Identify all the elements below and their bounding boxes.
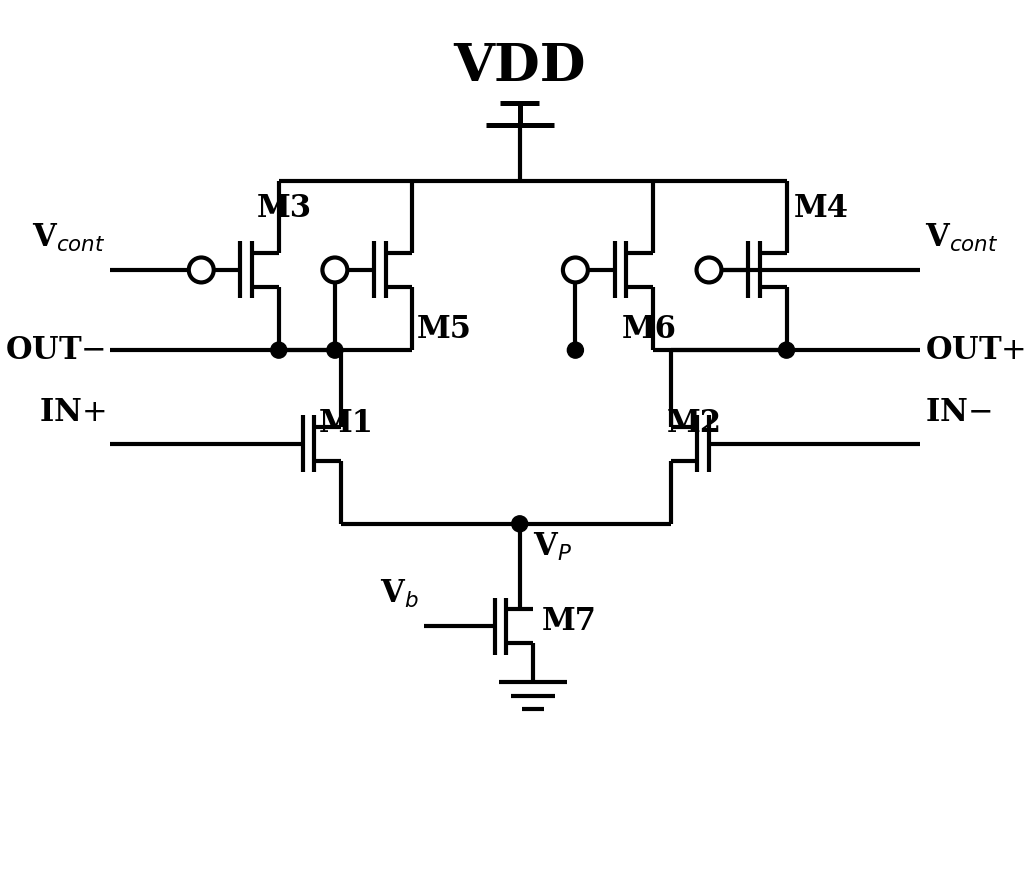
Circle shape <box>511 516 528 532</box>
Text: V$_b$: V$_b$ <box>380 578 419 611</box>
Circle shape <box>563 257 588 282</box>
Text: IN$-$: IN$-$ <box>925 397 991 427</box>
Circle shape <box>189 257 213 282</box>
Text: M1: M1 <box>319 409 373 439</box>
Circle shape <box>697 257 722 282</box>
Text: OUT$+$: OUT$+$ <box>925 335 1025 366</box>
Circle shape <box>567 342 584 358</box>
Text: M4: M4 <box>794 192 849 223</box>
Text: IN$+$: IN$+$ <box>38 397 105 427</box>
Text: M7: M7 <box>542 606 597 637</box>
Text: M2: M2 <box>666 409 722 439</box>
Circle shape <box>271 342 287 358</box>
Text: M5: M5 <box>417 314 472 345</box>
Circle shape <box>323 257 347 282</box>
Text: M3: M3 <box>257 192 311 223</box>
Text: V$_{cont}$: V$_{cont}$ <box>32 222 105 254</box>
Text: VDD: VDD <box>454 41 586 92</box>
Text: M6: M6 <box>622 314 676 345</box>
Text: OUT$-$: OUT$-$ <box>5 335 105 366</box>
Circle shape <box>778 342 795 358</box>
Circle shape <box>327 342 343 358</box>
Text: V$_P$: V$_P$ <box>533 531 572 563</box>
Text: V$_{cont}$: V$_{cont}$ <box>925 222 998 254</box>
